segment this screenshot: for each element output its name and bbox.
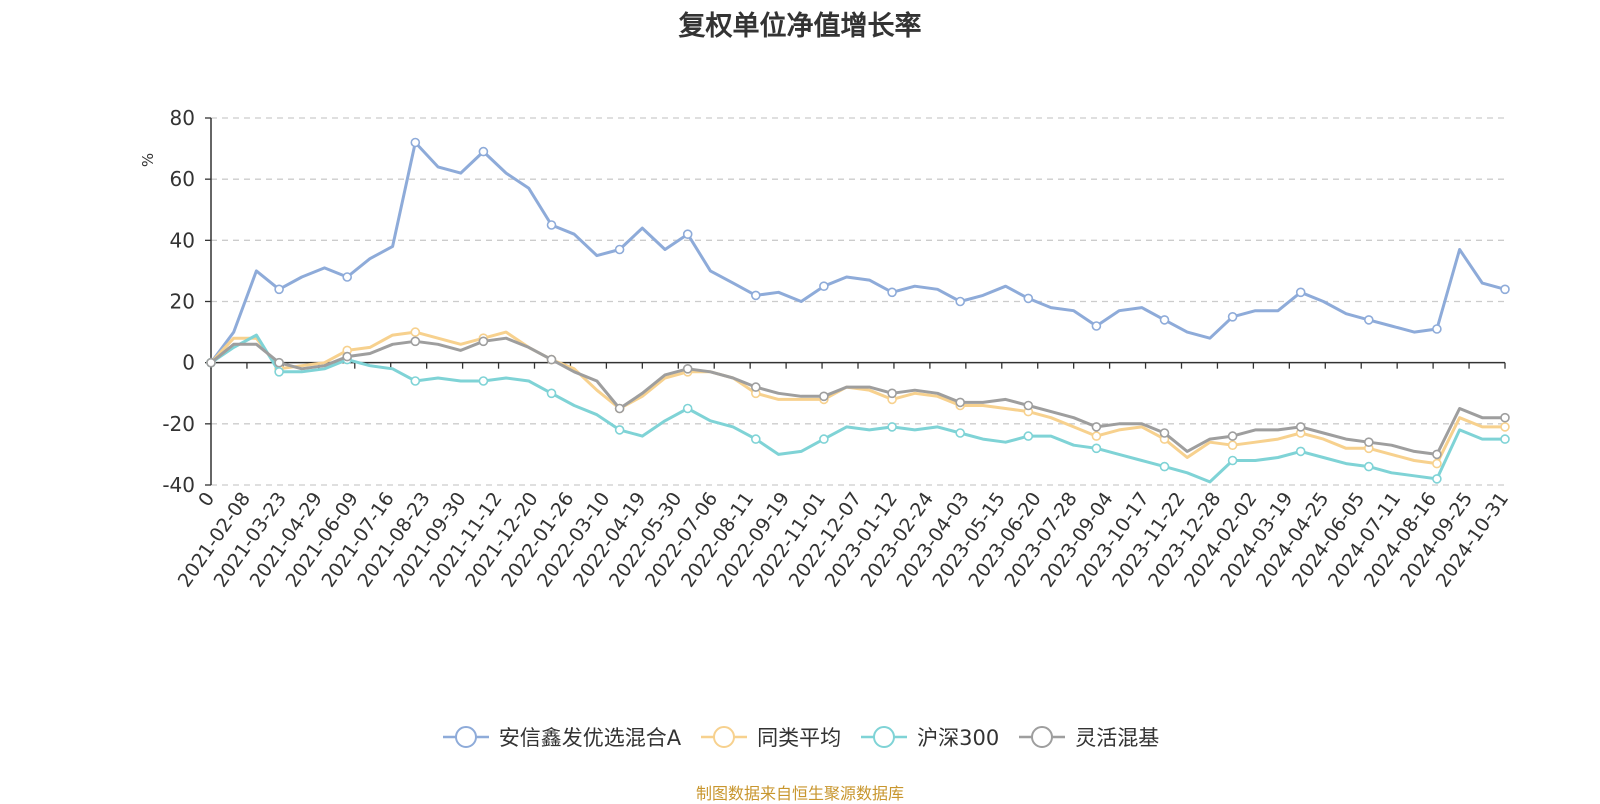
data-point <box>1023 400 1034 411</box>
series-line <box>209 330 1507 466</box>
data-point <box>410 376 421 386</box>
data-point <box>342 351 353 362</box>
data-point <box>1227 311 1238 322</box>
legend-label: 灵活混基 <box>1075 726 1160 750</box>
data-point <box>1500 412 1510 423</box>
y-tick-label: 40 <box>170 228 195 252</box>
data-point <box>819 434 829 444</box>
chart-title: 复权单位净值增长率 <box>678 11 922 42</box>
data-point <box>1500 434 1510 444</box>
data-point <box>1227 431 1238 441</box>
data-point <box>682 403 693 414</box>
data-point <box>682 229 693 239</box>
data-point <box>274 284 284 295</box>
y-tick-label: 80 <box>170 106 195 130</box>
legend-swatch-icon <box>1019 726 1066 748</box>
data-point <box>750 290 761 301</box>
data-point <box>478 336 489 347</box>
data-point <box>1091 422 1102 432</box>
legend-swatch-icon <box>701 726 748 748</box>
data-point <box>1364 437 1374 448</box>
legend-label: 同类平均 <box>757 726 842 750</box>
data-point <box>1500 422 1510 432</box>
data-point <box>1432 449 1442 460</box>
legend-item[interactable]: 沪深300 <box>859 722 999 752</box>
data-point <box>1364 315 1374 325</box>
data-point <box>1500 284 1510 295</box>
data-point <box>478 146 489 157</box>
data-point <box>1227 455 1238 466</box>
data-point <box>546 388 557 399</box>
y-tick-label: -20 <box>162 412 195 436</box>
data-point <box>887 287 897 298</box>
data-point <box>410 327 421 337</box>
data-point <box>206 357 216 368</box>
data-point <box>342 272 353 282</box>
legend-item[interactable]: 灵活混基 <box>1017 722 1159 752</box>
data-point <box>1159 428 1170 438</box>
y-tick-label: 60 <box>170 167 195 191</box>
y-tick-label: 20 <box>170 290 195 314</box>
data-point <box>546 354 557 365</box>
y-tick-label: -40 <box>162 473 195 497</box>
data-point <box>1159 315 1170 325</box>
legend-item[interactable]: 同类平均 <box>699 722 841 752</box>
data-point <box>274 366 284 377</box>
data-point <box>682 363 693 374</box>
data-point <box>1295 422 1306 432</box>
data-point <box>1023 431 1034 441</box>
data-point <box>819 281 829 292</box>
data-point <box>955 296 966 307</box>
y-tick-label: 0 <box>182 351 195 375</box>
legend-item[interactable]: 安信鑫发优选混合A <box>441 722 681 752</box>
data-point <box>955 397 966 408</box>
data-point <box>410 336 421 347</box>
series-line <box>209 333 1507 484</box>
data-point <box>274 357 284 368</box>
data-point <box>614 244 625 255</box>
data-point <box>546 220 557 230</box>
data-point <box>1227 440 1238 451</box>
data-point <box>955 428 966 438</box>
data-point <box>410 137 421 148</box>
series-lines <box>206 137 1510 484</box>
data-point <box>1159 461 1170 472</box>
data-point <box>1023 293 1034 304</box>
data-point <box>1295 287 1306 298</box>
legend-label: 沪深300 <box>917 726 1000 750</box>
data-point <box>614 425 625 435</box>
legend: 安信鑫发优选混合A 同类平均 沪深300 灵活混基 <box>0 722 1600 752</box>
source-note: 制图数据来自恒生聚源数据库 <box>695 784 904 803</box>
data-point <box>1364 461 1374 472</box>
data-point <box>819 391 829 402</box>
data-point <box>478 376 489 386</box>
data-point <box>750 434 761 444</box>
series-line <box>209 336 1507 456</box>
data-point <box>750 382 761 392</box>
legend-swatch-icon <box>861 726 908 748</box>
data-point <box>1091 443 1102 454</box>
data-point <box>1432 324 1442 334</box>
data-point <box>1432 474 1442 484</box>
data-point <box>1091 431 1102 441</box>
y-axis-unit: % <box>139 153 157 167</box>
x-tick-label: 0 <box>194 488 219 511</box>
data-point <box>614 403 625 414</box>
data-point <box>1295 446 1306 457</box>
data-point <box>1091 321 1102 331</box>
legend-label: 安信鑫发优选混合A <box>498 726 682 750</box>
series-line <box>209 141 1507 365</box>
legend-swatch-icon <box>442 726 489 748</box>
data-point <box>887 422 897 432</box>
data-point <box>887 388 897 399</box>
data-point <box>1432 458 1442 469</box>
